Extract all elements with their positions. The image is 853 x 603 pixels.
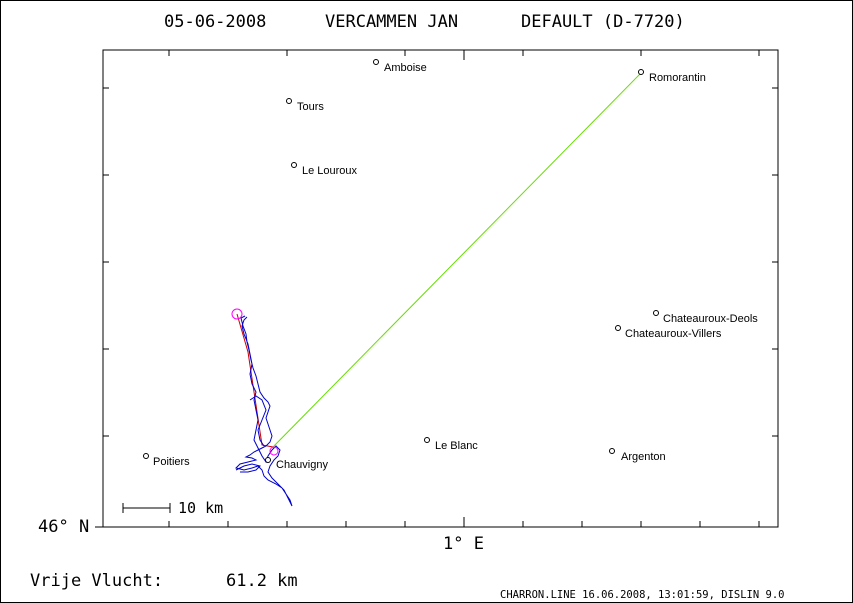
title-date: 05-06-2008	[164, 12, 266, 32]
scale-bar: 10 km	[122, 499, 223, 517]
y-ticks	[103, 87, 778, 437]
city-label: Romorantin	[649, 72, 706, 84]
city-label: Chateauroux-Villers	[625, 328, 722, 340]
city-marker-icon	[143, 453, 149, 459]
city-chateauroux-villers: Chateauroux-Villers	[615, 325, 722, 340]
city-marker-icon	[286, 98, 292, 104]
city-label: Chateauroux-Deols	[663, 313, 758, 325]
y-axis-label: 46° N	[38, 517, 89, 537]
flight-track	[235, 315, 293, 507]
city-marker-icon	[373, 59, 379, 65]
city-le-blanc: Le Blanc	[424, 437, 478, 452]
city-le-louroux: Le Louroux	[291, 162, 358, 177]
start-marker-icon	[231, 308, 243, 320]
x-axis-label: 1° E	[443, 534, 484, 554]
city-label: Le Blanc	[435, 440, 478, 452]
city-marker-icon	[265, 457, 271, 463]
city-chateauroux-deols: Chateauroux-Deols	[653, 310, 758, 325]
title-pilot: VERCAMMEN JAN	[325, 12, 458, 32]
city-amboise: Amboise	[373, 59, 427, 74]
city-romorantin: Romorantin	[638, 69, 706, 84]
free-flight-line	[272, 72, 642, 448]
scale-bar-label: 10 km	[178, 499, 223, 517]
flight-track-loop-2	[235, 463, 261, 473]
city-label: Argenton	[621, 451, 666, 463]
city-label: Tours	[297, 101, 324, 113]
city-marker-icon	[615, 325, 621, 331]
city-marker-icon	[424, 437, 430, 443]
city-marker-icon	[609, 448, 615, 454]
turnpoint-marker-icon	[269, 446, 279, 456]
flight-track-loop	[249, 395, 267, 447]
map-area	[102, 49, 779, 528]
title-glider: DEFAULT (D-7720)	[521, 12, 685, 32]
x-ticks	[168, 50, 760, 527]
city-marker-icon	[638, 69, 644, 75]
flight-type-label: Vrije Vlucht:	[30, 571, 163, 591]
city-label: Chauvigny	[276, 459, 328, 471]
city-label: Le Louroux	[302, 165, 358, 177]
city-tours: Tours	[286, 98, 324, 113]
city-chauvigny: Chauvigny	[265, 457, 328, 471]
task-line	[236, 313, 274, 448]
credit-line: CHARRON.LINE 16.06.2008, 13:01:59, DISLI…	[500, 589, 784, 601]
city-label: Amboise	[384, 62, 427, 74]
city-argenton: Argenton	[609, 448, 666, 463]
city-poitiers: Poitiers	[143, 453, 190, 468]
city-marker-icon	[291, 162, 297, 168]
city-label: Poitiers	[153, 456, 190, 468]
flight-distance: 61.2 km	[226, 571, 298, 591]
city-marker-icon	[653, 310, 659, 316]
